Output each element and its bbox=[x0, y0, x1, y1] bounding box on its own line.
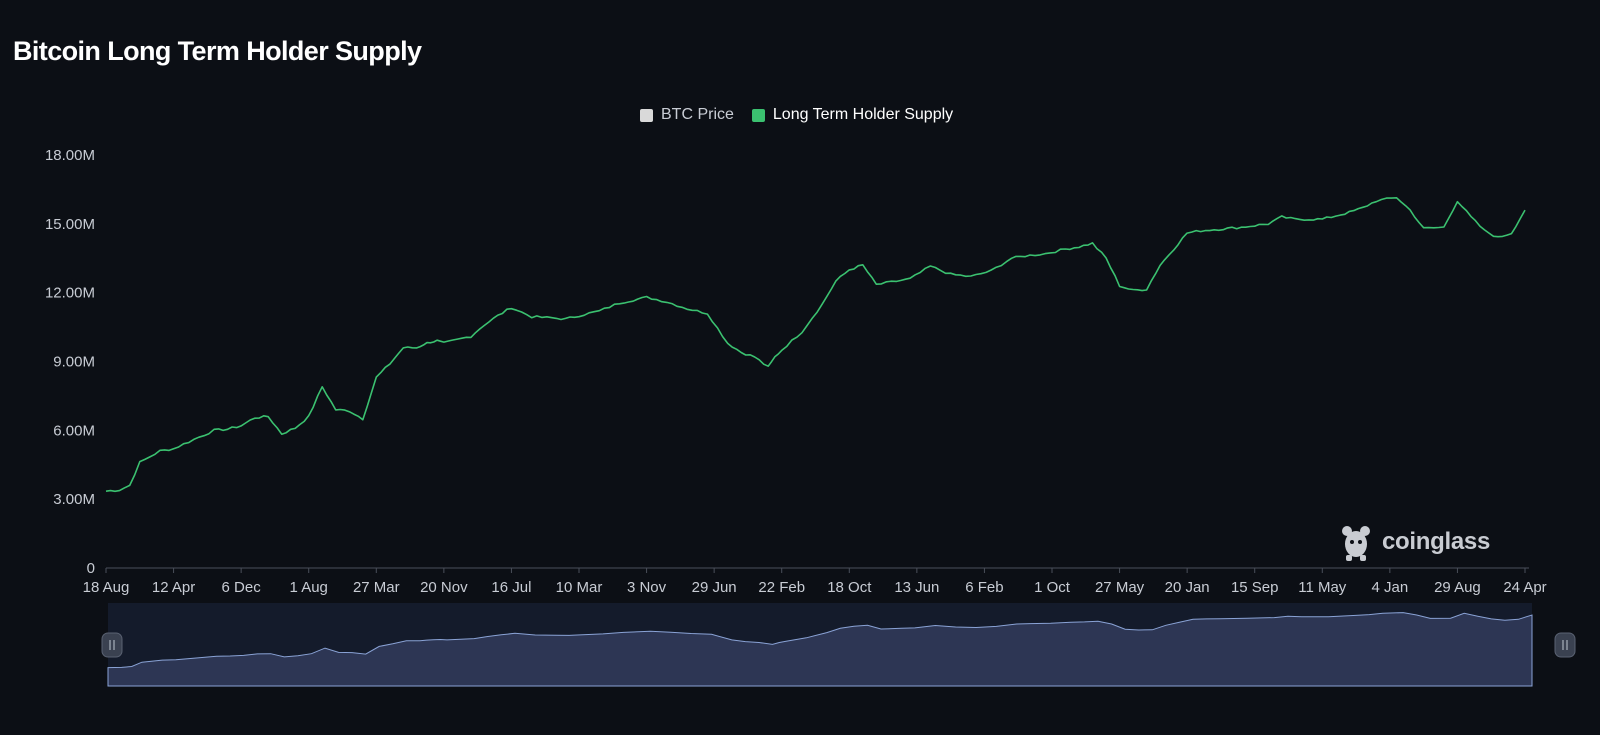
x-tick-label: 13 Jun bbox=[894, 579, 939, 596]
x-tick-label: 27 Mar bbox=[353, 579, 400, 596]
x-tick-label: 11 May bbox=[1298, 579, 1347, 596]
legend-swatch-lth-supply bbox=[751, 108, 765, 122]
series-line-long-term-holder-supply bbox=[105, 197, 1526, 493]
zoom-handle-right[interactable] bbox=[1554, 632, 1576, 658]
legend-label-lth-supply: Long Term Holder Supply bbox=[772, 106, 954, 123]
y-tick-label: 9.00M bbox=[53, 354, 95, 371]
chart-legend: BTC Price Long Term Holder Supply bbox=[640, 106, 953, 124]
plot-area bbox=[105, 197, 1526, 493]
x-tick-label: 27 May bbox=[1095, 579, 1145, 596]
coinglass-watermark: coinglass bbox=[1338, 522, 1490, 562]
x-tick-label: 29 Jun bbox=[692, 579, 737, 596]
zoom-handle-left[interactable] bbox=[101, 632, 123, 658]
x-tick-label: 6 Dec bbox=[222, 579, 262, 596]
y-tick-label: 6.00M bbox=[53, 422, 95, 439]
legend-item-btc-price[interactable]: BTC Price bbox=[640, 106, 734, 124]
y-tick-label: 12.00M bbox=[45, 285, 95, 302]
x-tick-label: 6 Feb bbox=[965, 579, 1003, 596]
x-tick-label: 16 Jul bbox=[491, 579, 531, 596]
y-tick-label: 18.00M bbox=[45, 147, 95, 164]
page-title: Bitcoin Long Term Holder Supply bbox=[13, 36, 422, 66]
x-tick-label: 18 Oct bbox=[827, 579, 872, 596]
x-tick-label: 10 Mar bbox=[556, 579, 603, 596]
coinglass-logo-icon bbox=[1342, 526, 1370, 561]
x-tick-label: 22 Feb bbox=[758, 579, 805, 596]
x-tick-label: 1 Aug bbox=[290, 579, 328, 596]
x-tick-label: 20 Nov bbox=[420, 579, 468, 596]
x-tick-label: 29 Aug bbox=[1434, 579, 1481, 596]
x-tick-label: 3 Nov bbox=[627, 579, 667, 596]
x-tick-label: 1 Oct bbox=[1034, 579, 1071, 596]
y-tick-label: 0 bbox=[87, 560, 95, 577]
legend-swatch-btc-price bbox=[640, 108, 653, 122]
x-axis: 18 Aug 12 Apr 6 Dec 1 Aug 27 Mar 20 Nov 16 Jul… bbox=[83, 567, 1547, 596]
zoom-handle-left-knob[interactable] bbox=[101, 632, 123, 658]
x-tick-label: 18 Aug bbox=[83, 579, 130, 596]
y-axis: 18.00M 15.00M 12.00M 9.00M 6.00M 3.00M 0 bbox=[45, 147, 95, 577]
y-tick-label: 3.00M bbox=[53, 491, 95, 508]
x-tick-label: 20 Jan bbox=[1165, 579, 1210, 596]
x-tick-label: 4 Jan bbox=[1372, 579, 1409, 596]
x-tick-label: 15 Sep bbox=[1231, 579, 1279, 596]
x-tick-label: 12 Apr bbox=[152, 579, 195, 596]
zoom-handle-right-knob[interactable] bbox=[1554, 632, 1576, 658]
zoom-slider[interactable] bbox=[101, 603, 1576, 687]
zoom-area-preview bbox=[107, 612, 1533, 687]
watermark-text: coinglass bbox=[1382, 528, 1491, 555]
legend-item-long-term-holder-supply[interactable]: Long Term Holder Supply bbox=[751, 106, 954, 124]
legend-label-btc-price: BTC Price bbox=[661, 106, 734, 123]
y-tick-label: 15.00M bbox=[45, 216, 95, 233]
x-tick-label: 24 Apr bbox=[1503, 579, 1546, 596]
